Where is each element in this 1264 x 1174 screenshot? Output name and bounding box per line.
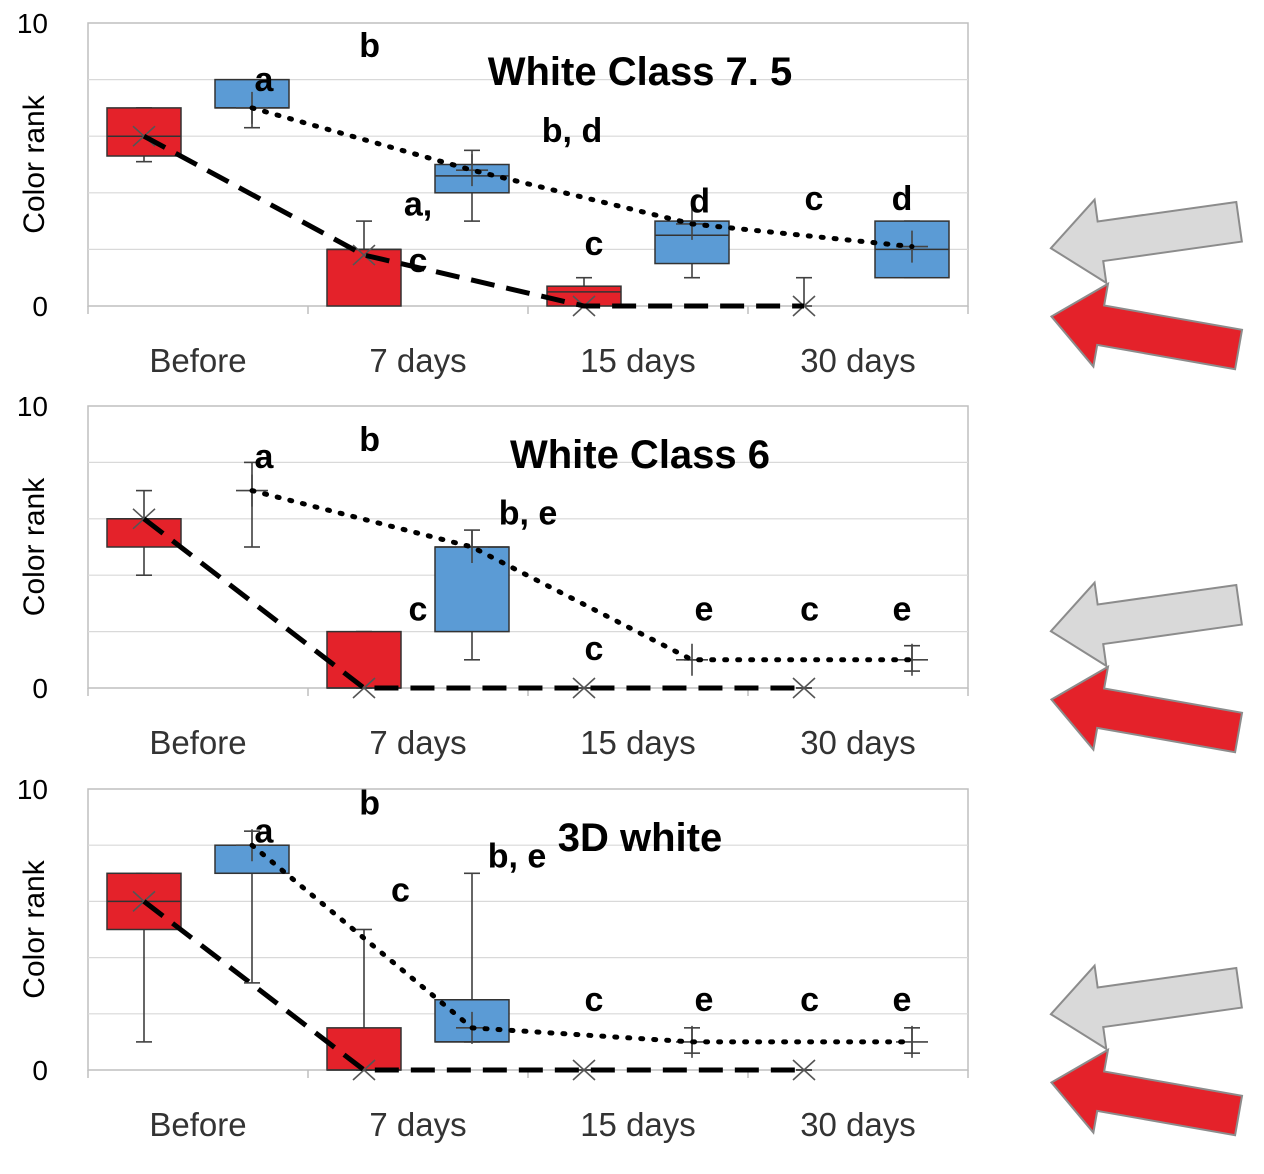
significance-letter: c <box>585 225 604 263</box>
significance-letter: c <box>585 981 604 1019</box>
panel-2: 0 10 Color rank Before 7 days 15 days 30 days W… <box>17 391 969 761</box>
y-tick-label: 0 <box>32 1055 48 1086</box>
arrow-light-1 <box>1049 197 1243 285</box>
series-blue <box>236 461 928 676</box>
significance-letter: c <box>800 590 819 628</box>
significance-letter: c <box>585 630 604 668</box>
arrow-red-2-shape <box>1049 664 1244 754</box>
y-tick-label: 10 <box>17 391 48 422</box>
mean-marker <box>456 154 488 187</box>
chart-title: White Class 6 <box>510 433 770 477</box>
y-axis-label: Color rank <box>18 859 51 998</box>
mean-marker <box>676 643 708 676</box>
significance-letter: b, d <box>542 112 602 150</box>
significance-letter: e <box>893 590 912 628</box>
significance-letter: b <box>359 421 380 459</box>
box <box>326 248 402 307</box>
box <box>326 630 402 689</box>
significance-letter: c <box>800 981 819 1019</box>
significance-letter: e <box>695 981 714 1019</box>
x-tick-label: Before <box>149 342 246 379</box>
box <box>106 107 182 157</box>
x-tick-label: 30 days <box>800 724 916 761</box>
significance-letter: a <box>255 61 275 99</box>
significance-letter: e <box>695 590 714 628</box>
box <box>106 518 182 548</box>
x-tick-label: 15 days <box>580 724 696 761</box>
series-blue <box>214 78 950 279</box>
arrow-red-3 <box>1049 1047 1244 1137</box>
significance-letter: b, e <box>488 838 547 876</box>
arrow-light-3-shape <box>1049 963 1243 1051</box>
significance-letter: a <box>255 812 275 850</box>
series-red <box>106 107 816 317</box>
significance-letter: c <box>409 590 428 628</box>
chart-title: White Class 7. 5 <box>488 50 793 94</box>
arrow-red-3-shape <box>1049 1047 1244 1137</box>
mean-marker <box>456 531 488 563</box>
significance-letter: b, e <box>499 494 558 532</box>
x-tick-label: Before <box>149 1106 246 1143</box>
series-red <box>106 872 816 1081</box>
y-axis-label: Color rank <box>18 94 51 233</box>
mean-marker <box>896 643 928 676</box>
x-tick-label: 15 days <box>580 1106 696 1143</box>
significance-letter: b <box>359 27 380 65</box>
x-tick-label: 7 days <box>369 1106 466 1143</box>
x-tick-label: 7 days <box>369 342 466 379</box>
mean-marker <box>352 244 376 266</box>
x-tick-label: 30 days <box>800 342 916 379</box>
mean-line <box>142 134 804 309</box>
box <box>546 285 622 307</box>
mean-marker <box>792 1059 816 1081</box>
mean-marker <box>572 677 596 699</box>
plot-area <box>87 788 969 1071</box>
arrow-red-1-shape <box>1049 281 1244 371</box>
significance-letter: d <box>892 180 913 218</box>
arrow-light-3 <box>1049 963 1243 1051</box>
significance-letter: c <box>391 871 410 909</box>
arrow-light-2 <box>1049 580 1243 668</box>
chart-title: 3D white <box>558 816 722 860</box>
y-tick-label: 10 <box>17 774 48 805</box>
y-tick-label: 10 <box>17 8 48 39</box>
arrow-light-2-shape <box>1049 580 1243 668</box>
arrow-red-2 <box>1049 664 1244 754</box>
x-tick-label: 30 days <box>800 1106 916 1143</box>
significance-letter: c <box>805 180 824 218</box>
y-tick-label: 0 <box>32 673 48 704</box>
significance-letter: a, <box>404 185 432 223</box>
significance-letter: d <box>689 183 710 221</box>
x-tick-label: Before <box>149 724 246 761</box>
mean-line <box>249 105 915 250</box>
mean-marker <box>572 1059 596 1081</box>
significance-letter: b <box>359 784 380 822</box>
significance-letter: a <box>255 438 275 476</box>
significance-letter: c <box>409 242 428 280</box>
arrow-light-1-shape <box>1049 197 1243 285</box>
y-tick-label: 0 <box>32 291 48 322</box>
series-red <box>106 489 816 699</box>
panel-1: 0 10 Color rank Before 7 days 15 days 30 days W… <box>17 8 969 379</box>
significance-letter: e <box>893 981 912 1019</box>
mean-line <box>249 842 915 1045</box>
box <box>326 1027 402 1071</box>
y-axis-label: Color rank <box>18 477 51 616</box>
mean-marker <box>792 677 816 699</box>
arrow-red-1 <box>1049 281 1244 371</box>
x-tick-label: 15 days <box>580 342 696 379</box>
mean-line <box>249 488 915 663</box>
panel-3: 0 10 Color rank Before 7 days 15 days 30 days 3… <box>17 774 969 1143</box>
series-blue <box>214 829 928 1058</box>
x-tick-label: 7 days <box>369 724 466 761</box>
